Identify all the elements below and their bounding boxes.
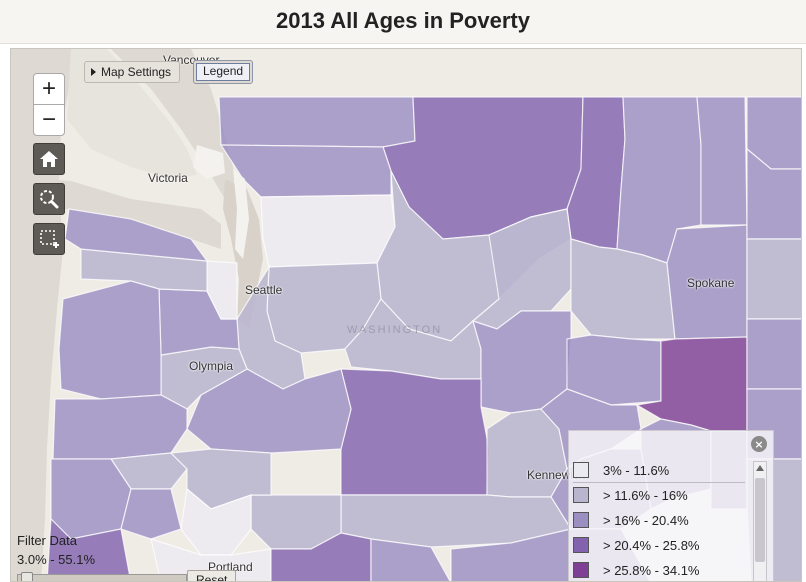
county-whatcom <box>218 96 416 148</box>
filter-panel: Filter Data 3.0% - 55.1% <box>11 527 187 581</box>
scroll-up-icon[interactable] <box>756 465 764 471</box>
legend-swatch <box>573 462 589 478</box>
county-grays-harbor <box>58 280 162 400</box>
legend-label: 3% - 11.6% <box>603 462 670 478</box>
legend-item: > 25.8% - 34.1% <box>573 560 751 580</box>
legend-swatch <box>573 487 589 503</box>
county-oregon-tillamook <box>46 517 132 581</box>
title-bar: 2013 All Ages in Poverty <box>0 0 806 44</box>
map-canvas[interactable]: WASHINGTON Vancouver Victoria Seattle Ol… <box>10 48 802 582</box>
legend-item: > 20.4% - 25.8% <box>573 535 751 555</box>
legend-label: > 20.4% - 25.8% <box>603 537 700 553</box>
zoom-out-button[interactable]: − <box>33 104 65 136</box>
legend-toggle-button[interactable]: Legend <box>193 60 254 84</box>
map-settings-button[interactable]: Map Settings <box>84 61 181 83</box>
county-clark <box>180 487 252 556</box>
san-juan-islands <box>193 145 225 179</box>
county-pacific <box>52 394 188 460</box>
county-clallam <box>64 208 209 262</box>
minus-icon: − <box>41 106 56 133</box>
county-idaho-benewah <box>746 318 801 390</box>
zoom-in-button[interactable]: + <box>33 73 65 105</box>
legend-toggle-label: Legend <box>196 63 251 81</box>
county-idaho-kootenai <box>746 238 801 320</box>
magnifier-icon <box>40 190 59 209</box>
legend-item: > 11.6% - 16% <box>573 485 751 505</box>
select-tool-button[interactable] <box>33 223 65 255</box>
whidbey-island <box>233 169 249 259</box>
filter-slider-fill <box>18 575 186 581</box>
filter-slider-handle[interactable] <box>21 572 33 581</box>
legend-item: 3% - 11.6% <box>573 460 751 480</box>
triangle-right-icon <box>91 68 96 76</box>
map-settings-label: Map Settings <box>101 65 172 79</box>
home-icon <box>40 151 58 167</box>
washington-watermark-text: WASHINGTON <box>347 324 442 336</box>
close-icon[interactable]: × <box>751 436 767 452</box>
plus-icon: + <box>41 75 56 102</box>
select-box-icon <box>40 230 59 248</box>
legend-swatch <box>573 512 589 528</box>
county-lewis <box>186 368 352 454</box>
city-label-olympia: Olympia <box>189 359 234 373</box>
legend-panel: × 3% - 11.6% > 11.6% - 16% > 16% - 20.4%… <box>568 430 774 581</box>
home-button[interactable] <box>33 143 65 175</box>
county-oregon-wasco <box>370 538 451 581</box>
county-pend-oreille <box>696 96 748 226</box>
legend-divider <box>573 482 745 483</box>
legend-item: > 16% - 20.4% <box>573 510 751 530</box>
legend-label: > 25.8% - 34.1% <box>603 562 700 578</box>
county-oregon-columbia <box>120 488 182 540</box>
legend-label: > 16% - 20.4% <box>603 512 689 528</box>
city-label-seattle: Seattle <box>245 283 283 297</box>
filter-reset-button[interactable]: Reset <box>187 570 237 581</box>
county-idaho-bonner <box>746 147 801 240</box>
legend-swatch <box>573 562 589 578</box>
legend-label: > 11.6% - 16% <box>603 487 688 503</box>
city-label-spokane: Spokane <box>687 276 735 290</box>
legend-scrollbar[interactable] <box>753 461 767 581</box>
filter-range-value: 3.0% - 55.1% <box>17 552 96 567</box>
county-yakima <box>340 368 490 496</box>
filter-title: Filter Data <box>17 533 77 548</box>
legend-scroll-thumb[interactable] <box>755 478 765 562</box>
county-snohomish <box>260 194 396 268</box>
legend-swatch <box>573 537 589 553</box>
page-title: 2013 All Ages in Poverty <box>276 8 530 33</box>
city-label-victoria: Victoria <box>148 171 188 185</box>
zoom-tool-button[interactable] <box>33 183 65 215</box>
filter-slider-track[interactable] <box>17 574 187 581</box>
